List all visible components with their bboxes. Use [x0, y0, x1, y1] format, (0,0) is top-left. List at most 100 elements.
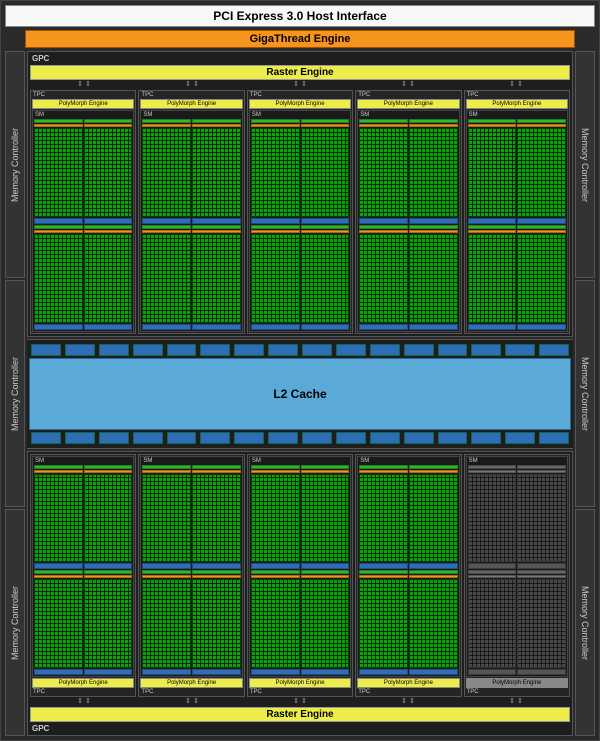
cuda-core-array — [409, 128, 458, 217]
sm-unit-blue — [517, 563, 566, 569]
sm-unit-green — [251, 465, 300, 469]
center-column: GPCRaster Engine⇕ ⇕⇕ ⇕⇕ ⇕⇕ ⇕⇕ ⇕TPCPolyMo… — [27, 51, 573, 736]
cuda-core-array — [468, 234, 517, 323]
sm-unit-blue — [468, 218, 517, 224]
sm-unit-blue — [142, 218, 191, 224]
tpc-label: TPC — [32, 689, 134, 695]
sm-unit-orange — [192, 230, 241, 233]
cuda-core-array — [84, 579, 133, 668]
polymorph-engine: PolyMorph Engine — [466, 99, 568, 109]
sm-label: SM — [251, 458, 349, 464]
cuda-core-array — [301, 128, 350, 217]
sm-unit-green — [192, 570, 241, 574]
sm-unit-green — [301, 119, 350, 123]
sm-partition — [251, 465, 300, 570]
main-layout-row: Memory Controller Memory Controller Memory… — [5, 51, 595, 736]
sm-partition — [359, 119, 408, 224]
sm-unit-orange — [84, 124, 133, 127]
cuda-core-array — [409, 579, 458, 668]
sm-unit-orange — [142, 470, 191, 473]
sm-partition — [301, 570, 350, 675]
sm-unit-blue — [251, 563, 300, 569]
sm-unit-green — [409, 570, 458, 574]
sm-unit-orange — [409, 230, 458, 233]
sm-unit-blue — [359, 563, 408, 569]
l2-segment — [268, 344, 298, 356]
sm-partition — [517, 119, 566, 224]
sm-unit-green — [409, 119, 458, 123]
sm-unit-green — [251, 225, 300, 229]
l2-segment — [539, 432, 569, 444]
sm-unit-orange — [251, 575, 300, 578]
tpc: TPCPolyMorph EngineSM — [247, 90, 353, 334]
sm-partition — [409, 225, 458, 330]
tpc: SMPolyMorph EngineTPC — [464, 454, 570, 698]
sm-unit-blue — [409, 563, 458, 569]
sm-unit-green — [34, 119, 83, 123]
sm-unit-orange — [142, 575, 191, 578]
sm-label: SM — [468, 112, 566, 118]
tpc: TPCPolyMorph EngineSM — [138, 90, 244, 334]
tpc: TPCPolyMorph EngineSM — [355, 90, 461, 334]
l2-segment — [65, 432, 95, 444]
sm: SM — [249, 110, 351, 332]
tpc-label: TPC — [357, 92, 459, 98]
polymorph-engine: PolyMorph Engine — [32, 99, 134, 109]
sm-unit-blue — [301, 324, 350, 330]
sm-unit-green — [468, 119, 517, 123]
sm-label: SM — [251, 112, 349, 118]
sm-unit-blue — [517, 324, 566, 330]
sm-unit-orange — [142, 124, 191, 127]
sm-unit-blue — [84, 669, 133, 675]
l2-segment — [336, 432, 366, 444]
sm-unit-green — [251, 119, 300, 123]
sm-unit-green — [34, 225, 83, 229]
sm-unit-orange — [192, 575, 241, 578]
sm-unit-green — [517, 465, 566, 469]
sm-unit-orange — [34, 575, 83, 578]
sm-unit-green — [359, 570, 408, 574]
sm-partition — [192, 570, 241, 675]
cuda-core-array — [359, 234, 408, 323]
cuda-core-array — [301, 474, 350, 563]
sm-unit-blue — [192, 669, 241, 675]
sm-unit-blue — [192, 324, 241, 330]
l2-segment — [404, 344, 434, 356]
sm-label: SM — [359, 458, 457, 464]
polymorph-engine: PolyMorph Engine — [140, 678, 242, 688]
l2-segment — [539, 344, 569, 356]
memory-controller: Memory Controller — [575, 280, 595, 507]
sm-unit-orange — [251, 124, 300, 127]
sm-unit-orange — [468, 230, 517, 233]
cuda-core-array — [359, 579, 408, 668]
sm-unit-orange — [192, 470, 241, 473]
sm-unit-green — [409, 465, 458, 469]
sm-unit-orange — [301, 230, 350, 233]
cuda-core-array — [251, 128, 300, 217]
l2-segment — [505, 344, 535, 356]
sm-unit-green — [359, 119, 408, 123]
sm: SM — [357, 110, 459, 332]
sm-partition — [409, 570, 458, 675]
sm-partition — [251, 119, 300, 224]
sm-unit-green — [34, 465, 83, 469]
l2-segment — [336, 344, 366, 356]
sm-unit-orange — [192, 124, 241, 127]
sm-unit-green — [301, 570, 350, 574]
sm-partition — [301, 119, 350, 224]
sm-partition — [359, 465, 408, 570]
sm-label: SM — [34, 112, 132, 118]
l2-cache-block: L2 Cache — [27, 339, 573, 449]
tpc-label: TPC — [249, 92, 351, 98]
sm: SM — [466, 110, 568, 332]
l2-segment — [471, 344, 501, 356]
memory-controller-label: Memory Controller — [580, 356, 590, 430]
memory-controller-label: Memory Controller — [10, 127, 20, 201]
sm-partition — [301, 465, 350, 570]
sm-partition — [142, 570, 191, 675]
memory-controller-label: Memory Controller — [580, 127, 590, 201]
sm-partition — [301, 225, 350, 330]
sm-unit-orange — [34, 124, 83, 127]
cuda-core-array — [84, 234, 133, 323]
sm-unit-orange — [84, 470, 133, 473]
